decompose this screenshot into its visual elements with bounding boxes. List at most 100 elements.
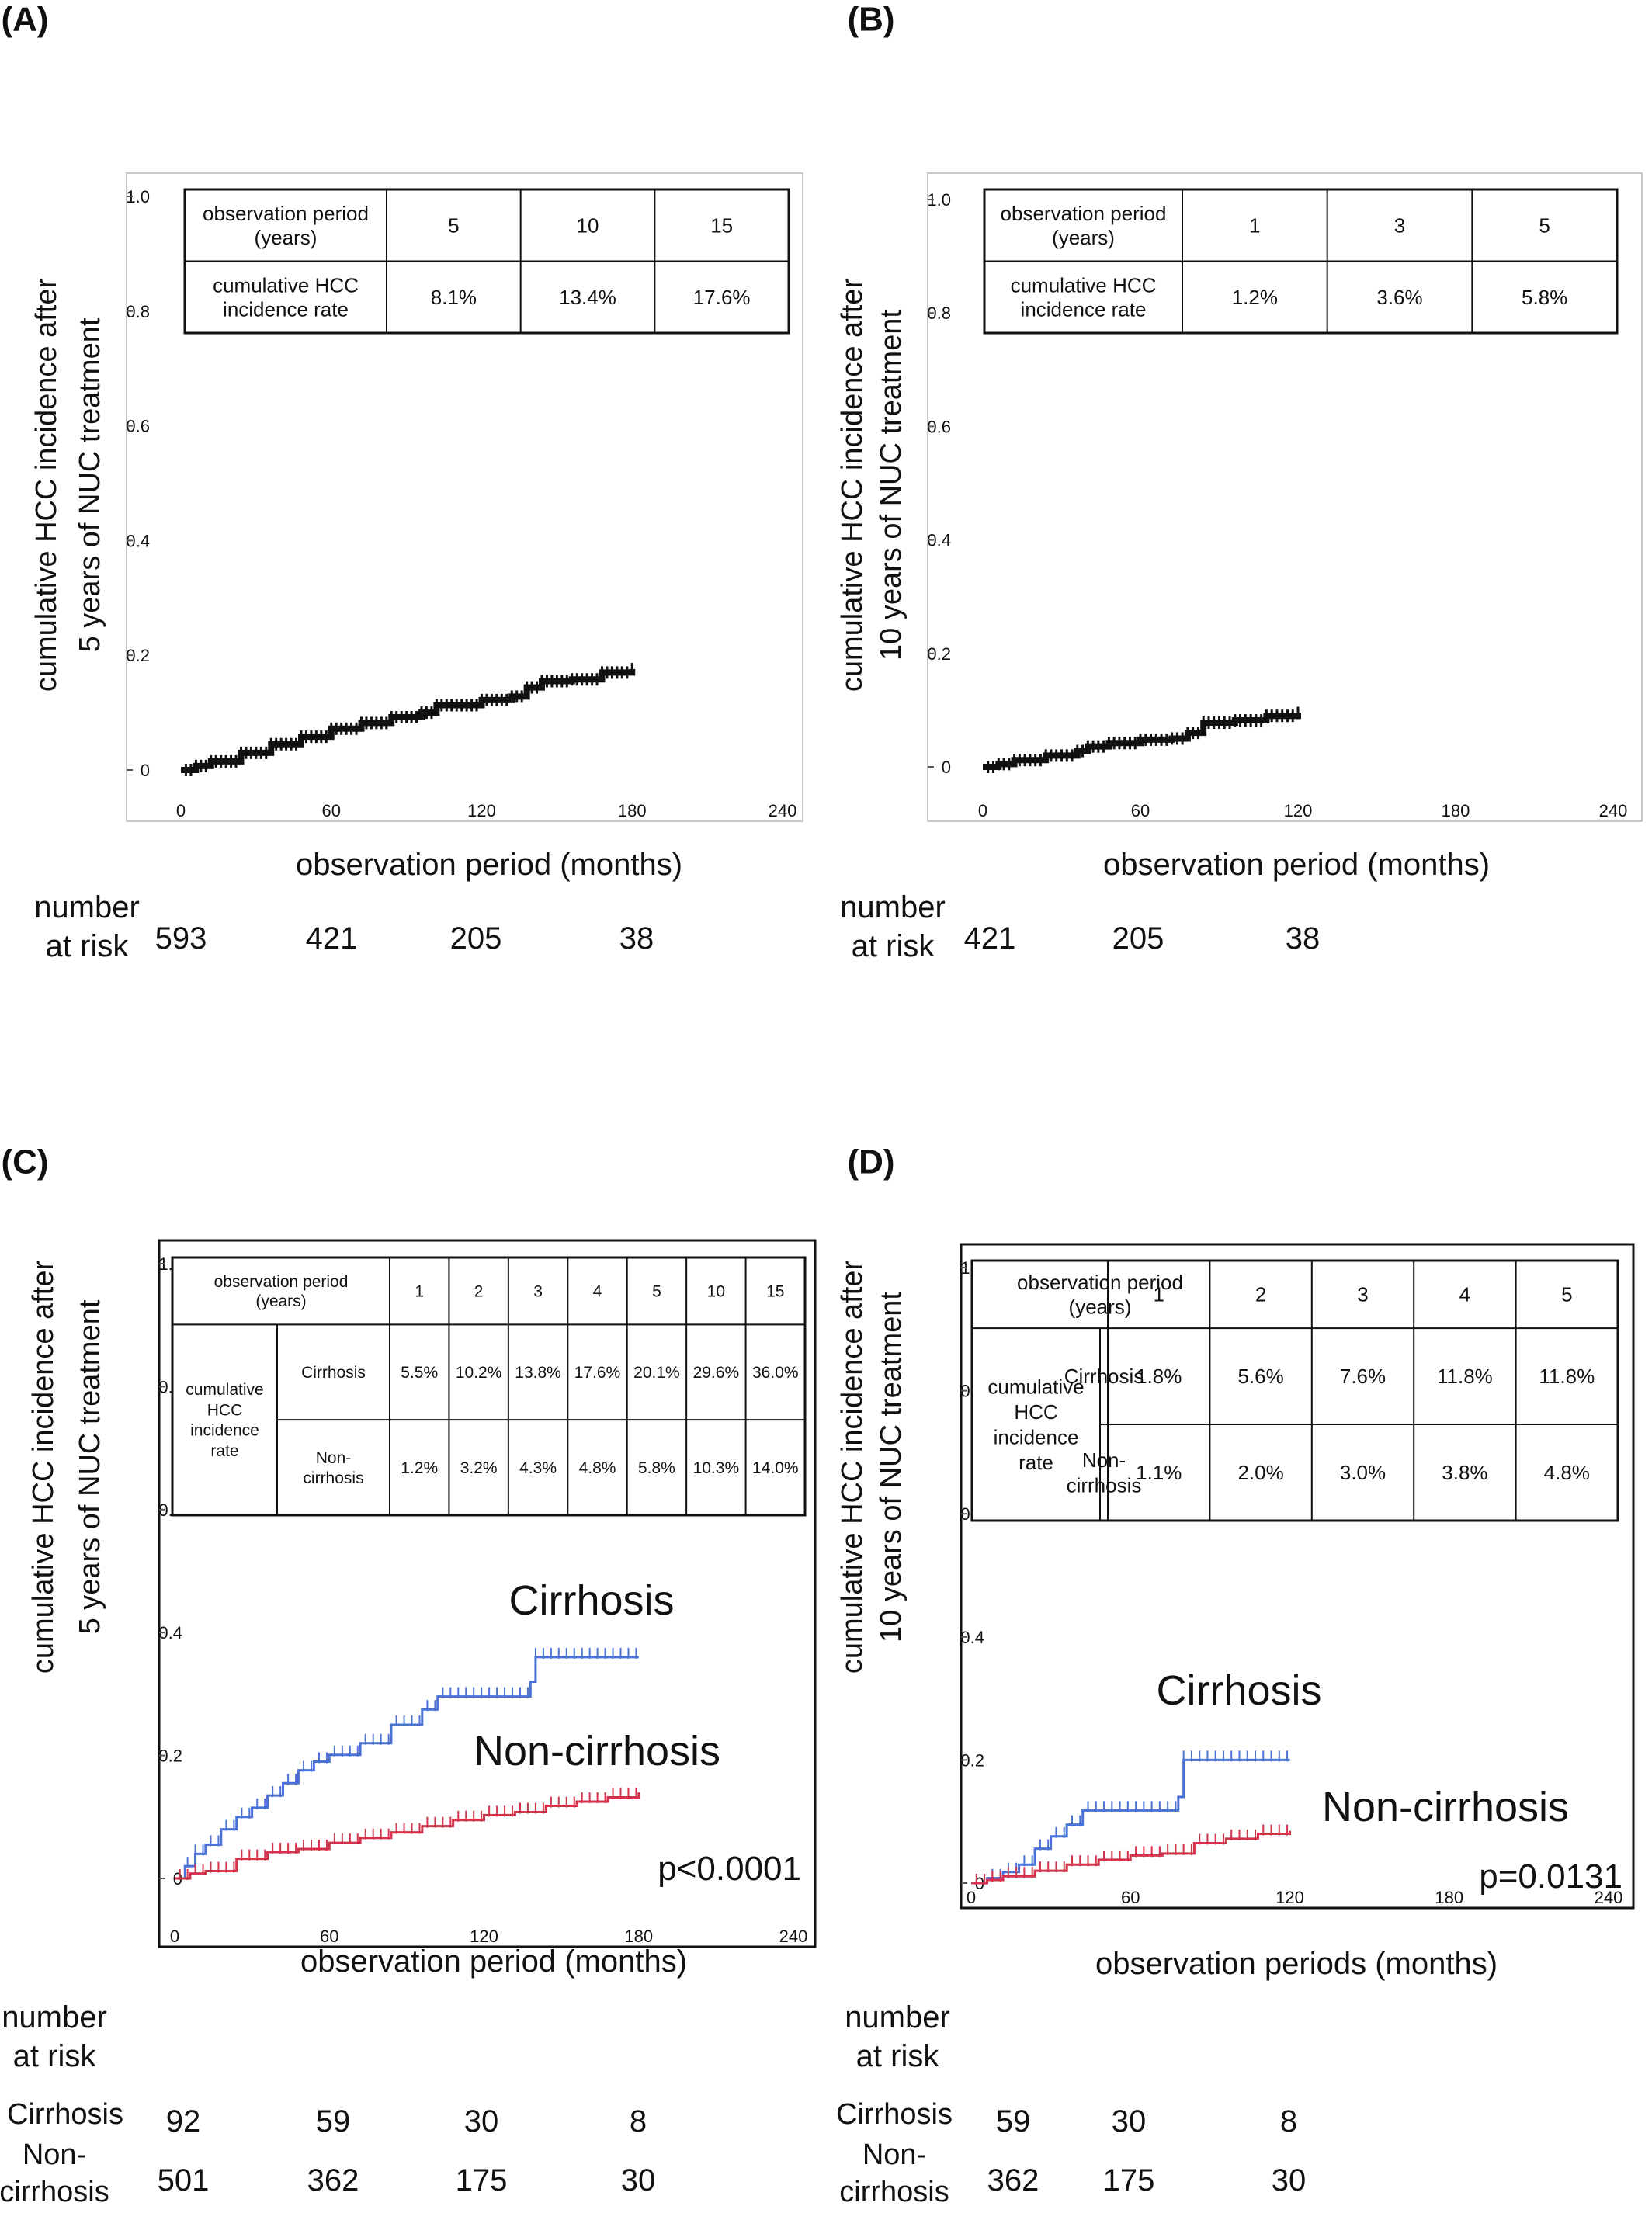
table-rate: 11.8% [1437, 1365, 1493, 1388]
table-rate-label: incidence [190, 1422, 259, 1440]
curve-label: Non-cirrhosis [1322, 1784, 1569, 1830]
table-year: 1 [1249, 213, 1260, 237]
table-group-label: Cirrhosis [301, 1364, 366, 1382]
y-axis-label: cumulative HCC incidence after [836, 279, 869, 692]
p-value: p=0.0131 [1479, 1858, 1622, 1896]
y-axis-label: 10 years of NUC treatment [875, 310, 908, 661]
table-rate: 3.2% [460, 1459, 498, 1477]
y-axis-label: cumulative HCC incidence after [836, 1261, 869, 1674]
number-at-risk: number at risk 593 421 205 38 [34, 890, 654, 963]
p-value: p<0.0001 [658, 1850, 801, 1888]
table-year: 3 [1394, 213, 1405, 237]
number-at-risk: number at risk Cirrhosis 59 30 8 Non-cirrhosis… [836, 2000, 1306, 2208]
risk-header: at risk [13, 2039, 97, 2073]
risk-count: 30 [621, 2163, 656, 2197]
y-axis-label: cumulative HCC incidence after [30, 279, 63, 692]
y-tick-label: 0 [942, 758, 951, 777]
x-tick-label: 0 [978, 801, 987, 820]
x-axis-label: observation period (months) [300, 1944, 687, 1979]
x-tick-label: 60 [1131, 801, 1150, 820]
censor-marks [179, 1788, 637, 1880]
table-rate-label: rate [210, 1442, 238, 1460]
table-year: 15 [766, 1283, 784, 1301]
table-rate: 5.8% [638, 1459, 675, 1477]
x-tick-label: 240 [769, 801, 797, 820]
risk-header: number [34, 890, 140, 924]
x-tick-label: 60 [322, 801, 341, 820]
table-rate: 8.1% [431, 286, 477, 309]
y-axis-label: cumulative HCC incidence after [27, 1261, 60, 1674]
risk-group-name: cirrhosis [0, 2176, 109, 2208]
table-rate-label: incidence rate [1021, 297, 1147, 321]
x-tick-label: 0 [176, 801, 186, 820]
risk-header: at risk [856, 2039, 940, 2073]
km-curve-cirrhosis [971, 1758, 1290, 1885]
x-tick-label: 120 [467, 801, 496, 820]
table-group-label: Non- [1082, 1448, 1126, 1472]
table-rate-label: cumulative [987, 1375, 1084, 1398]
table-year: 1 [1153, 1283, 1164, 1306]
curve-label: Non-cirrhosis [474, 1728, 720, 1774]
x-tick-label: 240 [1599, 801, 1628, 820]
table-rate: 5.5% [401, 1364, 438, 1382]
table-rate: 1.2% [401, 1459, 438, 1477]
y-axis-label: 5 years of NUC treatment [74, 317, 106, 652]
table-year: 5 [1539, 213, 1550, 237]
table-rate-label: rate [1019, 1451, 1053, 1474]
risk-group-name: Non- [862, 2138, 926, 2171]
risk-count: 175 [1103, 2163, 1155, 2197]
x-tick-label: 180 [618, 801, 647, 820]
risk-count: 8 [1280, 2104, 1297, 2138]
curve-label: Cirrhosis [508, 1577, 674, 1624]
x-axis-label: observation period (months) [296, 848, 682, 882]
incidence-table: observation period(years) 5 10 15 cumulative… [183, 188, 790, 335]
risk-group-name: Cirrhosis [7, 2098, 123, 2131]
risk-count: 421 [964, 921, 1016, 956]
table-rate: 3.0% [1340, 1461, 1386, 1484]
x-tick-label: 240 [1595, 1888, 1623, 1907]
panel-label: (C) [1, 1143, 48, 1181]
table-year: 4 [593, 1283, 602, 1301]
panel-label: (B) [847, 1, 894, 39]
table-rate: 36.0% [752, 1364, 799, 1382]
x-axis-label: observation periods (months) [1095, 1947, 1498, 1981]
table-rate: 11.8% [1539, 1365, 1595, 1388]
risk-header: at risk [852, 929, 935, 963]
risk-count: 205 [450, 921, 502, 956]
risk-group-name: Non- [23, 2138, 86, 2171]
x-tick-label: 180 [1435, 1888, 1463, 1907]
y-axis-label: 10 years of NUC treatment [875, 1292, 908, 1642]
table-rate-label: cumulative [186, 1381, 263, 1399]
risk-count: 362 [987, 2163, 1039, 2197]
panel-d: (D)00.20.40.60.81.0060120180240cumulativ… [836, 1143, 1635, 2208]
table-rate: 10.3% [693, 1459, 740, 1477]
table-rate: 3.6% [1376, 286, 1422, 309]
x-tick-label: 0 [170, 1927, 179, 1946]
table-rate: 4.3% [519, 1459, 557, 1477]
table-rate: 5.8% [1522, 286, 1567, 309]
table-year: 1 [415, 1283, 424, 1301]
table-year: 10 [577, 213, 599, 237]
x-tick-label: 180 [1442, 801, 1470, 820]
x-tick-label: 60 [1121, 1888, 1140, 1907]
table-rate: 13.8% [515, 1364, 561, 1382]
table-rate: 5.6% [1237, 1365, 1283, 1388]
table-rate-label: cumulative HCC [1011, 273, 1157, 297]
number-at-risk: number at risk 421 205 38 [840, 890, 1320, 963]
table-rate: 14.0% [752, 1459, 799, 1477]
table-rate: 17.6% [693, 286, 751, 309]
risk-count: 59 [316, 2104, 351, 2138]
table-frame [970, 1259, 1619, 1522]
table-year: 5 [448, 213, 459, 237]
censor-marks [184, 662, 633, 776]
x-tick-label: 180 [624, 1927, 653, 1946]
panel-c: (C)00.20.40.60.81.00 60 120 180 240cumulativ… [0, 1143, 817, 2208]
table-header-label: observation period [214, 1273, 349, 1291]
x-axis-label: observation period (months) [1103, 848, 1490, 882]
y-tick-label: 0 [141, 761, 150, 780]
y-axis-label: 5 years of NUC treatment [74, 1299, 106, 1634]
table-header-label: (years) [255, 226, 318, 249]
risk-count: 8 [630, 2104, 647, 2138]
risk-count: 593 [155, 921, 207, 956]
